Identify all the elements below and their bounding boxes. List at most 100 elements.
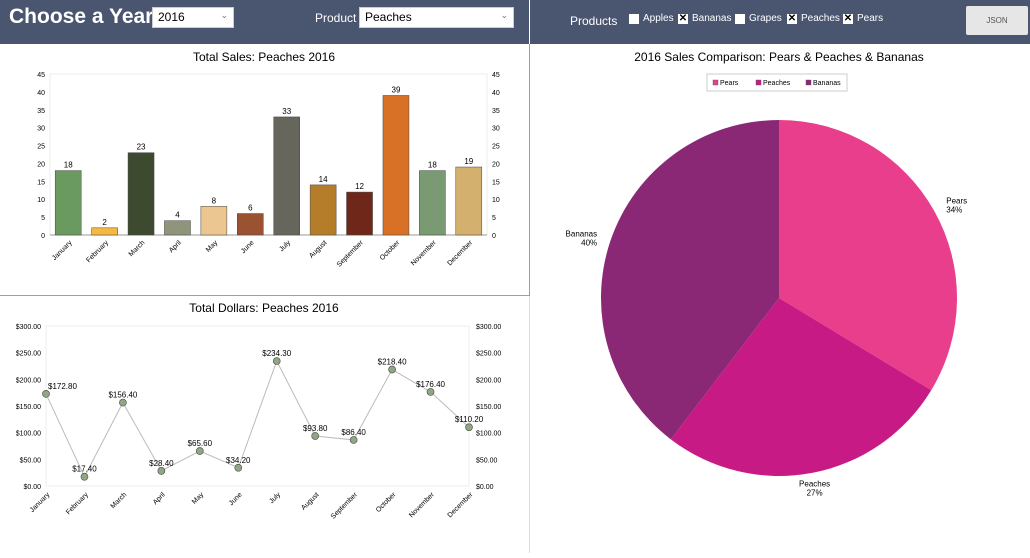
checkbox-label: Grapes (749, 13, 782, 24)
data-label: 8 (212, 196, 217, 205)
x-tick: April (168, 239, 183, 254)
left-header: Choose a Year 2016 ⌄ Product Peaches ⌄ (0, 0, 529, 44)
data-label: 19 (464, 157, 473, 166)
bar-may (200, 206, 228, 236)
checkbox-pears[interactable]: ✕ Pears (843, 13, 883, 24)
y-tick-left: $100.00 (16, 431, 41, 438)
slice-label: Bananas (566, 229, 598, 238)
product-select[interactable]: Peaches ⌄ (359, 7, 514, 28)
data-label: $110.20 (455, 415, 484, 424)
y-tick-left: 0 (41, 233, 45, 240)
y-tick-left: 10 (37, 197, 45, 204)
y-tick-left: $150.00 (16, 404, 41, 411)
y-tick-right: $0.00 (476, 484, 494, 491)
data-label: 6 (248, 204, 253, 213)
slice-pct: 27% (807, 489, 823, 498)
slice-peaches[interactable] (670, 298, 932, 476)
x-tick: September (330, 491, 360, 521)
legend-swatch (805, 79, 812, 86)
x-tick: December (447, 491, 475, 519)
point-december (465, 423, 473, 432)
checkbox-box[interactable]: ✕ (843, 12, 853, 24)
x-tick: November (410, 239, 438, 267)
point-january (42, 389, 50, 398)
y-tick-right: $100.00 (476, 431, 501, 438)
year-select[interactable]: 2016 ⌄ (152, 7, 234, 28)
point-may (195, 447, 204, 455)
dollars-line-chart-panel: Total Dollars: Peaches 2016 $0.00 $0.00 $50… (0, 296, 530, 553)
checkbox-peaches[interactable]: ✕ Peaches (787, 13, 840, 24)
legend-swatch (712, 79, 719, 86)
checkbox-apples[interactable]: Apples (629, 13, 674, 24)
y-tick-right: $50.00 (476, 457, 498, 464)
sales-bar-chart-panel: Total Sales: Peaches 2016 0 0 5 5 10 10 15 15 20 2… (0, 44, 530, 296)
legend-swatch (755, 79, 762, 86)
data-label: 2 (102, 218, 107, 227)
point-july (272, 357, 281, 365)
y-tick-right: 5 (492, 215, 496, 222)
checkbox-box[interactable] (735, 13, 745, 24)
point-february (80, 472, 89, 481)
y-tick-left: 25 (37, 144, 45, 151)
plot-area (45, 325, 470, 487)
data-label: 33 (282, 107, 291, 116)
data-label: 39 (392, 85, 401, 94)
point-august (311, 432, 320, 440)
slice-bananas[interactable] (601, 119, 779, 440)
chart-title: Total Sales: Peaches 2016 (193, 50, 335, 64)
checkbox-box[interactable]: ✕ (787, 12, 797, 24)
checkbox-bananas[interactable]: ✕ Bananas (678, 13, 731, 24)
json-button[interactable]: JSON (966, 6, 1028, 35)
year-value: 2016 (158, 10, 185, 24)
data-label: $17.40 (72, 465, 97, 474)
checkbox-label: Peaches (801, 13, 840, 24)
x-tick: September (336, 239, 366, 269)
y-tick-right: $200.00 (476, 377, 501, 384)
slice-label: Peaches (799, 480, 830, 489)
chart-title: 2016 Sales Comparison: Pears & Peaches &… (634, 50, 924, 64)
data-label: $218.40 (378, 358, 407, 367)
data-label: $28.40 (149, 459, 174, 468)
point-june (234, 463, 243, 472)
y-tick-right: 30 (492, 126, 500, 133)
data-label: 4 (175, 211, 180, 220)
right-header: Products Apples ✕ Bananas Grapes ✕ Peaches ✕ Pe… (530, 0, 1030, 44)
x-tick: August (300, 491, 320, 511)
point-april (157, 467, 166, 475)
bar-january (54, 170, 82, 236)
x-tick: December (446, 239, 474, 267)
x-tick: October (375, 491, 398, 514)
y-tick-right: 25 (492, 144, 500, 151)
chevron-down-icon: ⌄ (500, 10, 508, 20)
slice-pears[interactable] (779, 120, 957, 391)
y-tick-left: $300.00 (16, 324, 41, 331)
x-tick: May (191, 491, 206, 506)
checkbox-box[interactable]: ✕ (678, 12, 688, 24)
x-tick: January (29, 491, 52, 514)
slice-pct: 34% (946, 206, 962, 215)
bar-september (346, 191, 373, 236)
x-tick: October (379, 239, 402, 262)
checkbox-label: Bananas (692, 13, 732, 24)
y-tick-right: 10 (492, 197, 500, 204)
y-tick-left: 35 (37, 108, 45, 115)
page-title: Choose a Year (9, 5, 154, 28)
bar-march (127, 152, 155, 236)
checkbox-grapes[interactable]: Grapes (735, 13, 782, 24)
x-tick: February (65, 491, 90, 516)
slice-pct: 40% (581, 238, 597, 247)
chart-title: Total Dollars: Peaches 2016 (189, 301, 339, 315)
y-tick-left: 40 (37, 90, 45, 97)
checkbox-box[interactable] (629, 13, 639, 24)
data-label: $34.20 (226, 456, 251, 465)
bar-october (382, 95, 410, 236)
data-label: $86.40 (341, 428, 366, 437)
point-september (349, 436, 358, 444)
point-november (426, 388, 435, 396)
y-tick-left: $250.00 (16, 351, 41, 358)
legend-label: Peaches (763, 80, 791, 87)
legend-label: Bananas (813, 80, 841, 87)
y-tick-left: 45 (37, 72, 45, 79)
x-tick: March (128, 239, 147, 258)
data-label: $156.40 (108, 391, 137, 400)
